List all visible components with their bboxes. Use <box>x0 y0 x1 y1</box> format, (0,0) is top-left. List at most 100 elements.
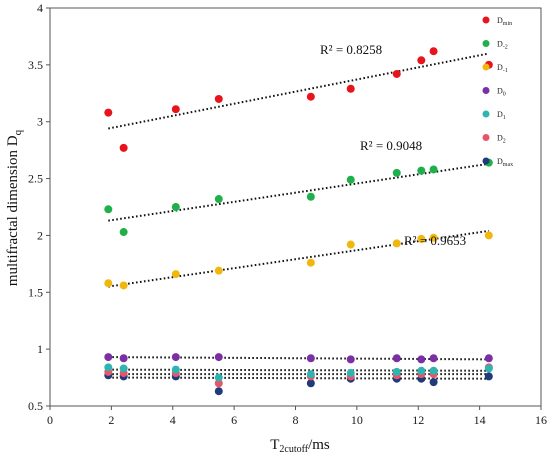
legend-label: Dmin <box>497 16 512 27</box>
data-point <box>417 355 426 364</box>
data-point <box>346 175 355 184</box>
trendline <box>108 356 489 361</box>
x-axis-title: T2cutoff/ms <box>270 437 330 455</box>
legend-label: Dmax <box>497 157 513 168</box>
data-point <box>392 69 401 78</box>
trendline <box>108 162 489 222</box>
y-tick-label: 3.5 <box>28 58 43 72</box>
data-point <box>104 205 113 214</box>
x-tick-label: 2 <box>108 413 114 427</box>
data-point <box>214 373 223 382</box>
legend-label: D0 <box>497 87 506 98</box>
data-point <box>104 279 113 288</box>
data-point <box>104 353 113 362</box>
data-point <box>171 365 180 374</box>
data-point <box>214 387 223 396</box>
data-point <box>104 108 113 117</box>
data-point <box>346 240 355 249</box>
legend-label: D-1 <box>497 63 508 74</box>
x-tick-label: 10 <box>351 413 363 427</box>
trendline <box>108 229 489 288</box>
y-tick-label: 2.5 <box>28 172 43 186</box>
data-point <box>171 105 180 114</box>
trendline <box>108 52 490 130</box>
data-point <box>392 168 401 177</box>
x-tick-label: 8 <box>293 413 299 427</box>
x-axis-ticks: 0 2 4 6 8 10 12 14 16 <box>47 406 547 427</box>
trendlines <box>108 52 490 380</box>
x-tick-label: 0 <box>47 413 53 427</box>
r-squared-labels: R² = 0.8258 R² = 0.9048 R² = 0.9653 <box>320 42 466 248</box>
data-point <box>392 239 401 248</box>
data-point <box>171 353 180 362</box>
legend-label: D-2 <box>497 40 508 51</box>
data-point <box>214 353 223 362</box>
x-tick-label: 14 <box>474 413 486 427</box>
y-tick-label: 4 <box>37 1 43 15</box>
r-squared-label: R² = 0.8258 <box>320 42 382 57</box>
legend-label: D2 <box>497 134 506 145</box>
y-tick-label: 2 <box>37 228 43 242</box>
data-point <box>306 379 315 388</box>
legend-marker <box>482 134 490 141</box>
y-axis-ticks: 0.5 1 1.5 2 2.5 3 3.5 4 <box>28 1 50 413</box>
data-point <box>306 192 315 201</box>
data-point <box>214 379 223 388</box>
y-tick-label: 3 <box>37 115 43 129</box>
trendline <box>108 368 489 372</box>
data-point <box>417 56 426 65</box>
data-point <box>119 228 128 237</box>
legend-marker <box>482 157 490 165</box>
legend-label: D1 <box>497 110 506 121</box>
data-point <box>429 354 438 363</box>
data-point <box>306 258 315 267</box>
y-tick-label: 0.5 <box>28 399 43 413</box>
data-point <box>119 364 128 373</box>
data-point <box>119 143 128 152</box>
data-point <box>484 354 493 363</box>
data-point <box>171 203 180 211</box>
data-point <box>392 367 401 376</box>
data-point <box>484 372 493 381</box>
data-point <box>429 233 438 242</box>
data-point <box>346 369 355 378</box>
data-point <box>429 165 438 174</box>
x-tick-label: 4 <box>170 413 176 427</box>
y-tick-label: 1 <box>37 342 43 356</box>
data-point <box>214 266 223 275</box>
data-point <box>484 364 493 373</box>
data-point <box>346 355 355 364</box>
data-point <box>392 354 401 363</box>
data-point <box>214 94 223 103</box>
legend-marker <box>482 40 490 47</box>
data-point <box>306 354 315 363</box>
data-point <box>171 270 180 279</box>
r-squared-label: R² = 0.9048 <box>360 138 422 153</box>
data-point <box>429 378 438 387</box>
data-point <box>306 92 315 101</box>
data-point <box>306 370 315 379</box>
data-point <box>214 195 223 204</box>
data-point <box>417 366 426 375</box>
data-points <box>104 47 493 396</box>
r-squared-label: R² = 0.9653 <box>404 233 466 248</box>
data-point <box>119 354 128 363</box>
legend-marker <box>482 110 490 118</box>
data-point <box>429 47 438 56</box>
legend-marker <box>482 63 490 71</box>
legend: Dmin D-2 D-1 D0 D1 D2 Dmax <box>482 16 513 168</box>
data-point <box>346 84 355 93</box>
y-tick-label: 1.5 <box>28 285 43 299</box>
legend-marker <box>482 87 490 94</box>
legend-marker <box>482 16 490 24</box>
x-tick-label: 12 <box>412 413 424 427</box>
x-tick-label: 6 <box>231 413 237 427</box>
data-point <box>429 366 438 375</box>
trendline <box>108 376 489 380</box>
x-tick-label: 16 <box>535 413 547 427</box>
data-point <box>104 363 113 372</box>
y-axis-title: multifractal dimension Dq <box>5 129 24 286</box>
data-point <box>417 166 426 175</box>
data-point <box>484 231 493 240</box>
